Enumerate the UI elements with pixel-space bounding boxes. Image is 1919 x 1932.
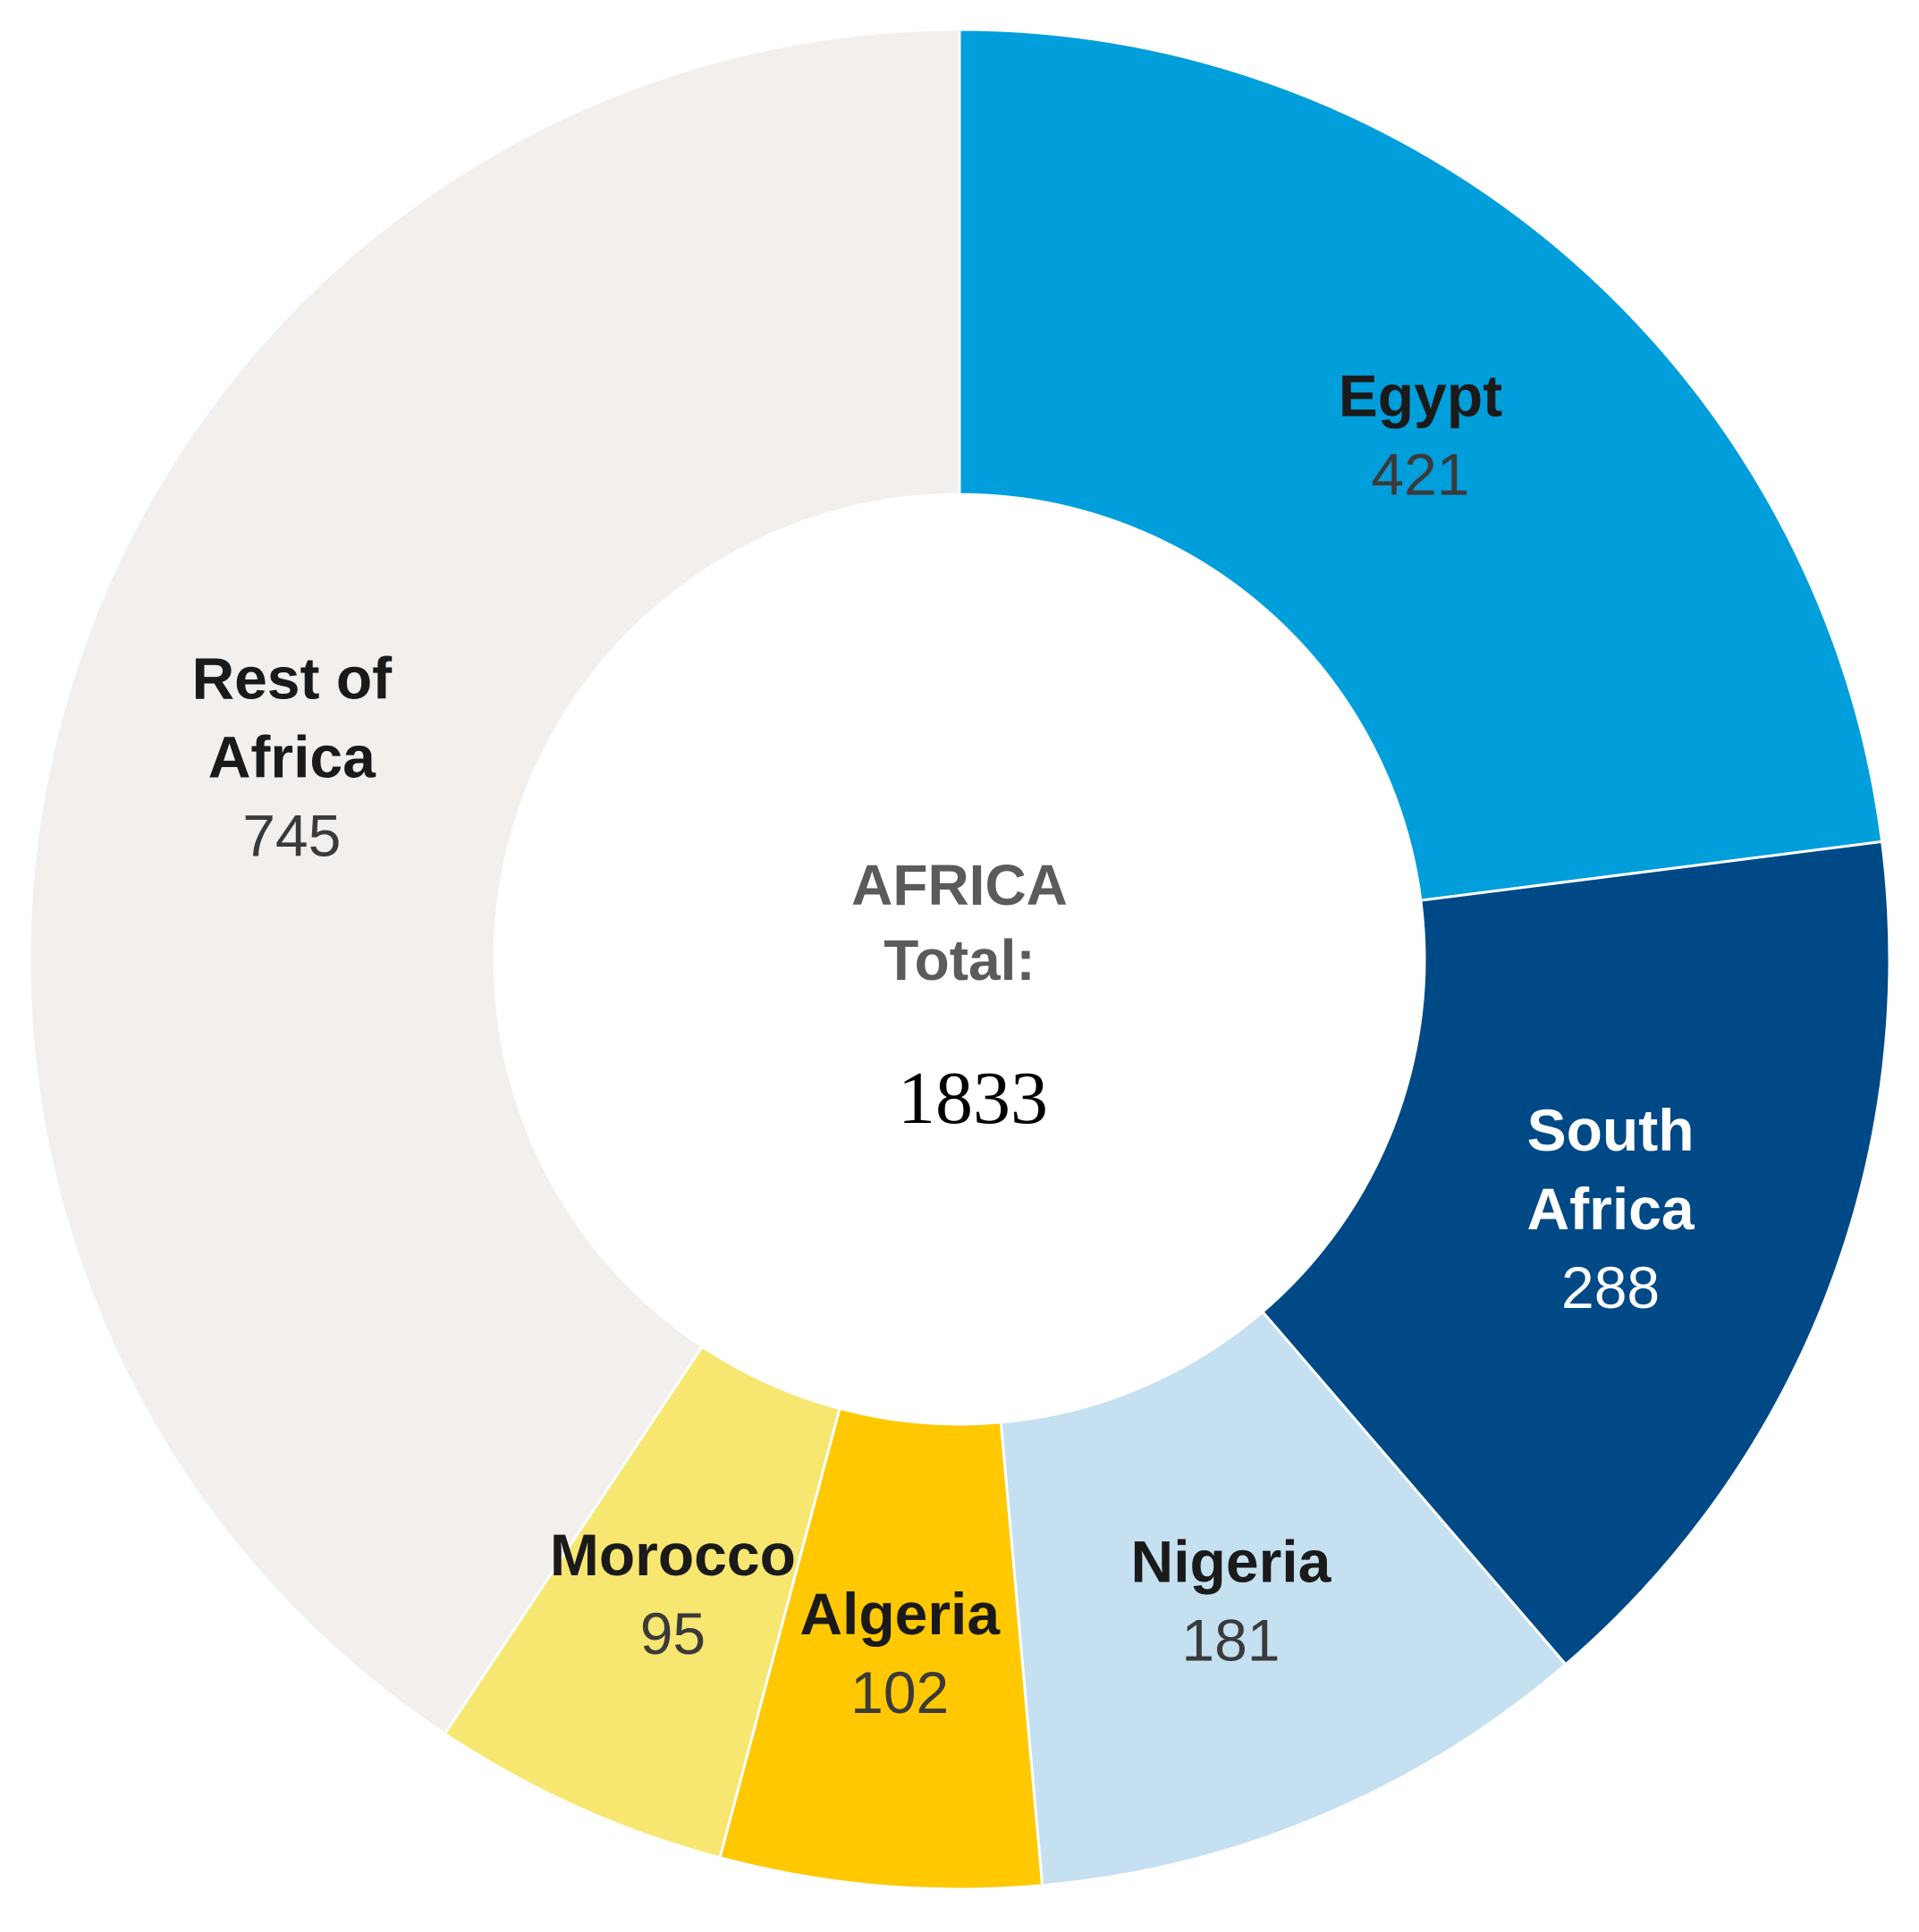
slice-name-rest-of-africa-line-1: Rest of: [191, 645, 393, 712]
center-label: AFRICA Total: 1833: [851, 853, 1068, 1140]
slice-name-egypt: Egypt: [1339, 363, 1502, 429]
slice-name-south-africa-line-2: Africa: [1527, 1176, 1695, 1242]
slice-value-morocco: 95: [640, 1600, 706, 1666]
slice-value-rest-of-africa: 745: [242, 803, 341, 869]
slice-name-south-africa-line-1: South: [1527, 1097, 1695, 1163]
slice-label-algeria: Algeria 102: [799, 1581, 1001, 1725]
slice-labels-layer: Egypt 421 South Africa 288 Nigeria 181 Algeria 1…: [191, 363, 1695, 1726]
slice-value-south-africa: 288: [1561, 1254, 1660, 1320]
slice-value-algeria: 102: [850, 1659, 949, 1725]
slice-nigeria: [999, 1310, 1568, 1887]
slice-label-south-africa: South Africa 288: [1527, 1097, 1695, 1320]
slice-name-morocco: Morocco: [550, 1522, 796, 1588]
slice-name-nigeria: Nigeria: [1131, 1529, 1332, 1595]
slice-name-rest-of-africa-line-2: Africa: [208, 724, 376, 790]
slice-south-africa: [1260, 839, 1891, 1666]
slice-value-nigeria: 181: [1181, 1607, 1280, 1674]
slice-label-rest-of-africa: Rest of Africa 745: [191, 645, 393, 869]
center-title-line-1: AFRICA: [851, 853, 1068, 917]
slice-label-egypt: Egypt 421: [1339, 363, 1502, 508]
center-total-value: 1833: [898, 1057, 1048, 1140]
slice-value-egypt: 421: [1371, 442, 1469, 508]
slice-label-morocco: Morocco 95: [550, 1522, 796, 1666]
slices-layer: [28, 28, 1891, 1891]
center-title-line-2: Total:: [883, 928, 1035, 992]
slice-label-nigeria: Nigeria 181: [1131, 1529, 1332, 1674]
slice-name-algeria: Algeria: [799, 1581, 1001, 1647]
slice-egypt: [958, 28, 1884, 902]
slice-rest-of-africa: [28, 28, 961, 1736]
